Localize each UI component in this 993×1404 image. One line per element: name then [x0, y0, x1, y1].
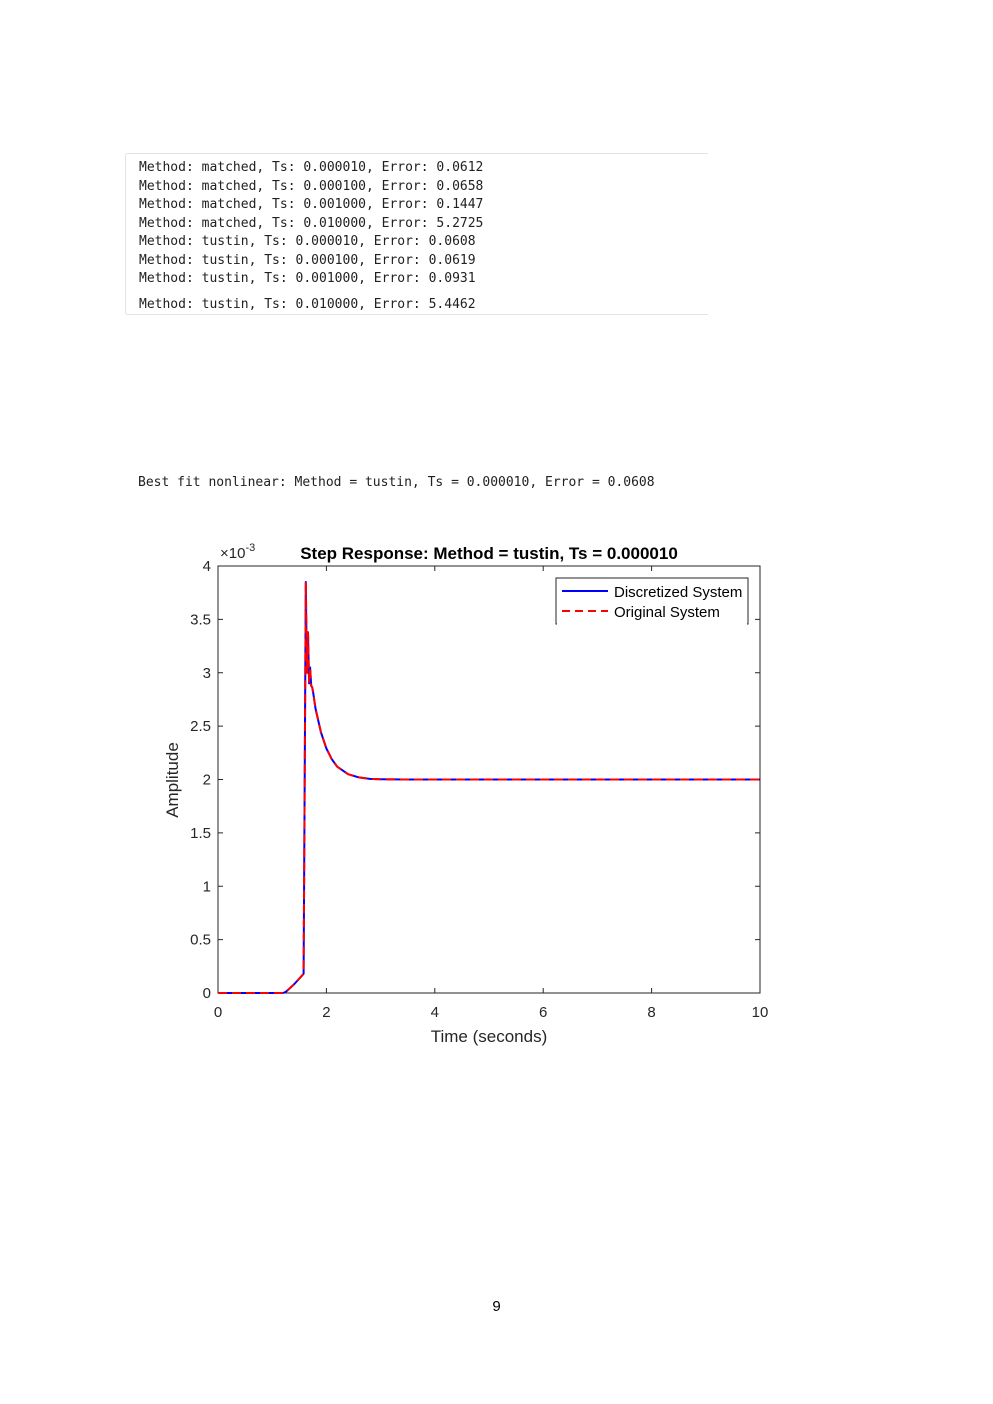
y-tick-label: 1 [203, 878, 211, 895]
y-tick-label: 2 [203, 772, 211, 789]
output-line: Method: matched, Ts: 0.010000, Error: 5.… [139, 215, 484, 231]
y-axis-label: Amplitude [163, 742, 182, 818]
legend-original-label: Original System [614, 604, 720, 621]
output-line: Method: matched, Ts: 0.000010, Error: 0.… [139, 160, 484, 175]
output-line: Method: tustin, Ts: 0.000010, Error: 0.0… [139, 234, 476, 249]
best-fit-result: Best fit nonlinear: Method = tustin, Ts … [138, 475, 655, 490]
series-line-original-system [218, 581, 760, 994]
y-tick-label: 3 [203, 665, 211, 682]
legend-box [555, 577, 749, 625]
y-tick-label: 1.5 [190, 825, 211, 842]
command-output-box: Method: matched, Ts: 0.000010, Error: 0.… [125, 153, 708, 315]
y-tick-label: 0 [203, 985, 211, 1002]
y-tick-label: 0.5 [190, 932, 211, 949]
x-tick-label: 8 [647, 1004, 655, 1021]
y-tick-label: 3.5 [190, 611, 211, 628]
y-tick-label: 4 [203, 558, 211, 575]
output-line: Method: matched, Ts: 0.001000, Error: 0.… [139, 197, 484, 212]
x-tick-label: 10 [752, 1004, 769, 1021]
x-tick-label: 4 [431, 1004, 439, 1021]
x-tick-label: 2 [322, 1004, 330, 1021]
page-number: 9 [492, 1298, 501, 1315]
legend: Discretized System Original System [555, 577, 749, 626]
axis-tick-labels: 0 2 4 6 8 10 0 0.5 1 1.5 2 2.5 3 3.5 4 [190, 558, 768, 1021]
output-line: Method: tustin, Ts: 0.010000, Error: 5.4… [139, 297, 476, 312]
y-tick-label: 2.5 [190, 718, 211, 735]
y-axis-multiplier: ×10-3 [220, 542, 255, 562]
x-tick-label: 0 [214, 1004, 222, 1021]
chart-title: Step Response: Method = tustin, Ts = 0.0… [300, 544, 678, 563]
x-tick-label: 6 [539, 1004, 547, 1021]
series-layer [218, 581, 760, 994]
legend-box-cover [557, 622, 747, 626]
output-line: Method: matched, Ts: 0.000100, Error: 0.… [139, 178, 484, 194]
output-line: Method: tustin, Ts: 0.000100, Error: 0.0… [139, 252, 476, 268]
output-line: Method: tustin, Ts: 0.001000, Error: 0.0… [139, 271, 476, 286]
legend-discretized-label: Discretized System [614, 584, 742, 601]
step-response-figure: 0 2 4 6 8 10 0 0.5 1 1.5 2 2.5 3 3.5 4 ×10-3 Step Resp… [163, 542, 768, 1046]
x-axis-label: Time (seconds) [431, 1027, 548, 1046]
axis-ticks [217, 565, 761, 994]
